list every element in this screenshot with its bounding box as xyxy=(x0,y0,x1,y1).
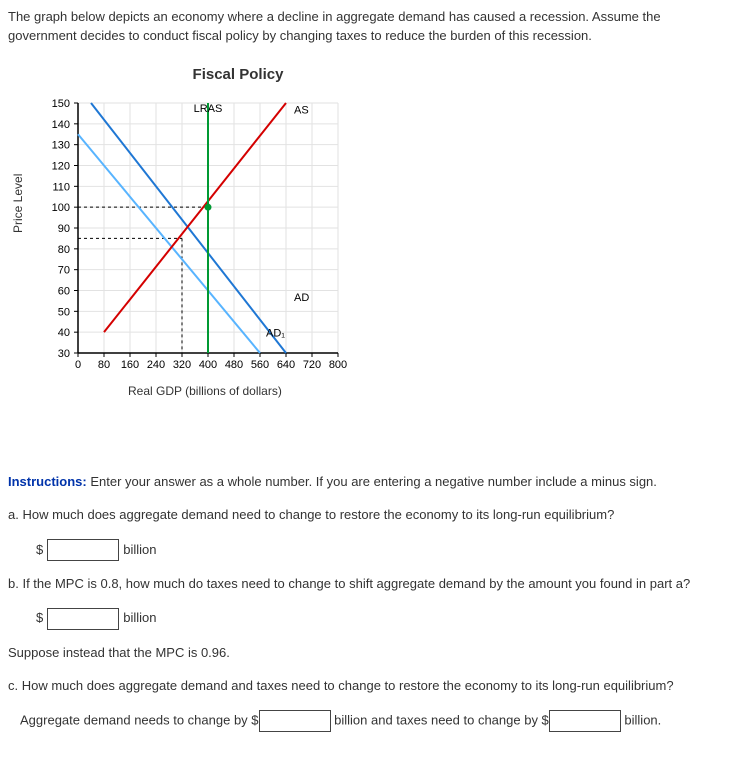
answer-b-line: $ billion xyxy=(36,608,721,630)
answer-c-ad-input[interactable] xyxy=(259,710,331,732)
svg-text:130: 130 xyxy=(52,140,70,152)
svg-text:160: 160 xyxy=(121,359,139,371)
c-post: billion. xyxy=(621,712,661,727)
c-mid: billion and taxes need to change by $ xyxy=(331,712,549,727)
unit-b: billion xyxy=(123,610,156,625)
x-axis-label: Real GDP (billions of dollars) xyxy=(128,383,282,400)
instructions-header: Instructions: xyxy=(8,474,87,489)
suppose-line: Suppose instead that the MPC is 0.96. xyxy=(8,644,721,663)
svg-text:30: 30 xyxy=(58,348,70,360)
svg-text:720: 720 xyxy=(303,359,321,371)
svg-text:240: 240 xyxy=(147,359,165,371)
svg-text:70: 70 xyxy=(58,265,70,277)
answer-a-input[interactable] xyxy=(47,539,119,561)
answer-b-input[interactable] xyxy=(47,608,119,630)
answer-a-line: $ billion xyxy=(36,539,721,561)
chart-title: Fiscal Policy xyxy=(48,64,428,86)
svg-text:560: 560 xyxy=(251,359,269,371)
instructions-line: Instructions: Enter your answer as a who… xyxy=(8,473,721,492)
svg-text:640: 640 xyxy=(277,359,295,371)
svg-text:AS: AS xyxy=(294,105,309,117)
dollar-a: $ xyxy=(36,542,43,557)
svg-text:AD₁: AD₁ xyxy=(266,328,285,340)
svg-text:120: 120 xyxy=(52,161,70,173)
svg-text:150: 150 xyxy=(52,98,70,110)
svg-text:140: 140 xyxy=(52,119,70,131)
svg-text:AD: AD xyxy=(294,292,309,304)
dollar-b: $ xyxy=(36,610,43,625)
svg-text:80: 80 xyxy=(58,244,70,256)
c-pre: Aggregate demand needs to change by $ xyxy=(20,712,259,727)
svg-text:480: 480 xyxy=(225,359,243,371)
question-b: b. If the MPC is 0.8, how much do taxes … xyxy=(8,575,721,594)
chart-container: Price Level 0 80 160 240 320 400 480 560 640 720 8… xyxy=(8,93,428,413)
intro-text: The graph below depicts an economy where… xyxy=(8,8,721,46)
svg-text:80: 80 xyxy=(98,359,110,371)
svg-text:0: 0 xyxy=(75,359,81,371)
unit-a: billion xyxy=(123,542,156,557)
svg-text:LRAS: LRAS xyxy=(194,104,223,116)
answer-c-line: Aggregate demand needs to change by $ bi… xyxy=(20,710,721,732)
svg-text:40: 40 xyxy=(58,328,70,340)
svg-text:50: 50 xyxy=(58,307,70,319)
svg-text:100: 100 xyxy=(52,203,70,215)
svg-text:400: 400 xyxy=(199,359,217,371)
svg-text:800: 800 xyxy=(329,359,347,371)
question-c: c. How much does aggregate demand and ta… xyxy=(8,677,721,696)
svg-text:110: 110 xyxy=(52,182,70,194)
svg-text:320: 320 xyxy=(173,359,191,371)
y-axis-label: Price Level xyxy=(10,174,27,233)
question-a: a. How much does aggregate demand need t… xyxy=(8,506,721,525)
svg-text:90: 90 xyxy=(58,223,70,235)
answer-c-tax-input[interactable] xyxy=(549,710,621,732)
instructions-text: Enter your answer as a whole number. If … xyxy=(87,474,657,489)
svg-text:60: 60 xyxy=(58,286,70,298)
fiscal-policy-chart: 0 80 160 240 320 400 480 560 640 720 800 30 40 50 60 70… xyxy=(8,93,428,383)
